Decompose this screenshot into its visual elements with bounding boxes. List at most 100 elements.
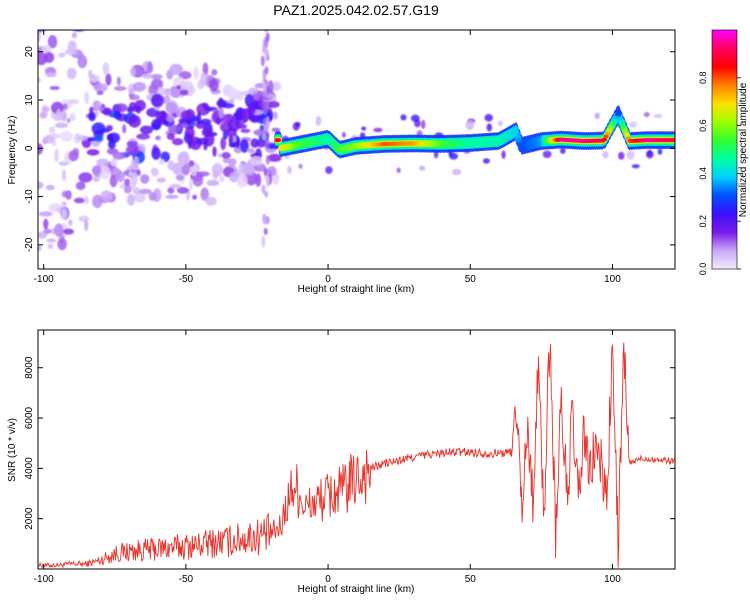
heatmap-cell xyxy=(265,94,276,99)
heatmap-cell xyxy=(38,211,53,217)
heatmap-cell xyxy=(647,149,652,157)
heatmap-cell xyxy=(451,168,462,176)
heatmap-cell xyxy=(236,124,248,129)
heatmap-cell xyxy=(34,16,47,29)
heatmap-cell xyxy=(88,69,93,79)
heatmap-cell xyxy=(246,148,255,154)
ridge-core-cell xyxy=(619,120,625,125)
heatmap-cell xyxy=(484,114,493,122)
heatmap-cell xyxy=(264,66,269,75)
heatmap-cell xyxy=(188,178,193,191)
heatmap-cell xyxy=(133,156,139,169)
heatmap-cell xyxy=(45,184,55,191)
heatmap-cell xyxy=(267,100,280,109)
heatmap-cell xyxy=(57,238,67,251)
heatmap-cell xyxy=(51,140,57,147)
heatmap-cell xyxy=(48,126,56,134)
heatmap-cell xyxy=(265,154,270,165)
heatmap-cell xyxy=(61,207,67,220)
heatmap-cell xyxy=(560,147,566,154)
heatmap-cell xyxy=(102,107,112,116)
heatmap-cell xyxy=(43,218,49,230)
x-tick-label: 50 xyxy=(465,574,477,585)
heatmap-cell xyxy=(169,63,183,75)
x-tick-label: 100 xyxy=(604,274,621,285)
heatmap-cell xyxy=(68,150,79,162)
heatmap-cell xyxy=(261,235,266,248)
heatmap-cell xyxy=(66,67,77,80)
heatmap-cell xyxy=(200,72,208,87)
y-tick-label: 2000 xyxy=(24,507,35,530)
heatmap-cell xyxy=(228,142,237,148)
heatmap-cell xyxy=(262,43,267,55)
heatmap-cell xyxy=(123,184,132,194)
heatmap-cell xyxy=(54,148,59,163)
heatmap-cell xyxy=(247,106,256,116)
snr-series-line xyxy=(38,342,675,569)
heatmap-cell xyxy=(151,146,161,160)
heatmap-cell xyxy=(238,163,246,171)
heatmap-cell xyxy=(236,90,244,101)
heatmap-cell xyxy=(77,54,88,69)
heatmap-cell xyxy=(112,151,126,160)
spectrogram-frame xyxy=(37,29,676,270)
heatmap-cell xyxy=(260,55,265,67)
heatmap-cell xyxy=(131,171,138,186)
x-tick-label: 100 xyxy=(604,574,621,585)
heatmap-cell xyxy=(449,152,459,160)
heatmap-cell xyxy=(167,124,181,133)
heatmap-cell xyxy=(205,196,217,206)
heatmap-cell xyxy=(165,102,178,114)
heatmap-cell xyxy=(212,170,219,180)
heatmap-cell xyxy=(618,151,625,160)
heatmap-cell xyxy=(73,197,85,204)
heatmap-cell xyxy=(594,112,600,120)
heatmap-cell xyxy=(197,171,210,177)
heatmap-cell xyxy=(89,106,94,115)
heatmap-cell xyxy=(261,184,266,194)
heatmap-cell xyxy=(78,215,90,222)
heatmap-cell xyxy=(206,179,220,186)
heatmap-cell xyxy=(629,121,638,128)
y-tick-label: 0 xyxy=(24,145,35,151)
heatmap-cell xyxy=(62,228,75,235)
ridge-core-cell xyxy=(516,138,522,143)
heatmap-cell xyxy=(147,61,153,74)
heatmap-cell xyxy=(115,170,125,183)
heatmap-cell xyxy=(49,85,61,91)
heatmap-cell xyxy=(202,102,209,109)
heatmap-cell xyxy=(239,139,249,153)
heatmap-cell xyxy=(96,158,109,168)
heatmap-cell xyxy=(250,155,263,166)
heatmap-cell xyxy=(89,74,101,84)
heatmap-cell xyxy=(248,87,259,95)
heatmap-cell xyxy=(132,187,141,195)
heatmap-cell xyxy=(107,139,116,149)
snr-panel: -100 -50 0 50 100 2000 4000 6000 8000 Height of … xyxy=(7,329,676,595)
spectrogram-xlabel: Height of straight line (km) xyxy=(298,284,415,295)
heatmap-cell xyxy=(240,128,251,133)
spectrogram-heatmap xyxy=(34,16,675,252)
heatmap-cell xyxy=(69,112,76,122)
heatmap-cell xyxy=(61,201,67,206)
heatmap-cell xyxy=(38,143,44,155)
heatmap-cell xyxy=(264,124,269,132)
spectrogram-ylabel: Frequency (Hz) xyxy=(7,116,18,185)
heatmap-cell xyxy=(68,23,78,28)
heatmap-cell xyxy=(141,73,153,79)
heatmap-cell xyxy=(46,238,57,243)
heatmap-cell xyxy=(61,169,67,182)
x-tick-label: -50 xyxy=(179,274,194,285)
ridge-core-cell xyxy=(608,125,614,130)
heatmap-cell xyxy=(158,159,166,165)
heatmap-cell xyxy=(241,108,250,123)
y-tick-label: -10 xyxy=(24,189,35,204)
heatmap-cell xyxy=(54,223,64,237)
heatmap-cell xyxy=(92,194,103,209)
heatmap-cell xyxy=(65,190,72,200)
heatmap-cell xyxy=(91,165,102,176)
heatmap-cell xyxy=(315,116,322,126)
heatmap-cell xyxy=(264,99,269,109)
heatmap-cell xyxy=(175,174,184,181)
